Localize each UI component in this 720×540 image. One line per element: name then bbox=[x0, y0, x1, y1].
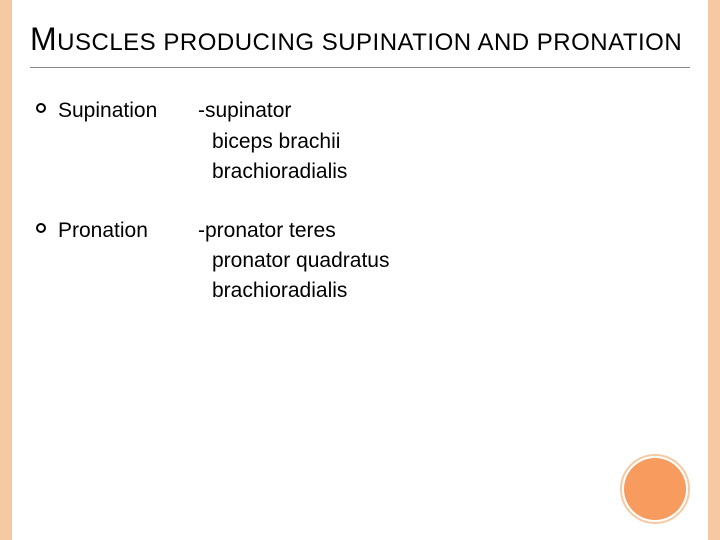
detail-line: -supinator bbox=[198, 96, 347, 126]
detail-line: brachioradialis bbox=[198, 276, 389, 306]
detail-line: brachioradialis bbox=[198, 157, 347, 187]
bullet-icon bbox=[36, 103, 46, 113]
detail-line: -pronator teres bbox=[198, 216, 389, 246]
right-stripe bbox=[708, 0, 720, 540]
left-stripe bbox=[0, 0, 12, 540]
list-item: Supination -supinator biceps brachii bra… bbox=[36, 96, 690, 187]
item-label: Supination bbox=[58, 96, 198, 126]
item-details: -supinator biceps brachii brachioradiali… bbox=[198, 96, 347, 187]
detail-line: biceps brachii bbox=[198, 127, 347, 157]
slide-content: MUSCLES PRODUCING SUPINATION AND PRONATI… bbox=[30, 18, 690, 335]
title-first-letter: M bbox=[30, 21, 57, 57]
item-details: -pronator teres pronator quadratus brach… bbox=[198, 216, 389, 307]
item-label: Pronation bbox=[58, 216, 198, 246]
list-item: Pronation -pronator teres pronator quadr… bbox=[36, 216, 690, 307]
slide-title: MUSCLES PRODUCING SUPINATION AND PRONATI… bbox=[30, 18, 690, 68]
bullet-list: Supination -supinator biceps brachii bra… bbox=[36, 96, 690, 307]
detail-line: pronator quadratus bbox=[198, 246, 389, 276]
decor-circle-icon bbox=[624, 458, 686, 520]
title-rest: USCLES PRODUCING SUPINATION AND PRONATIO… bbox=[57, 29, 682, 56]
bullet-icon bbox=[36, 223, 46, 233]
